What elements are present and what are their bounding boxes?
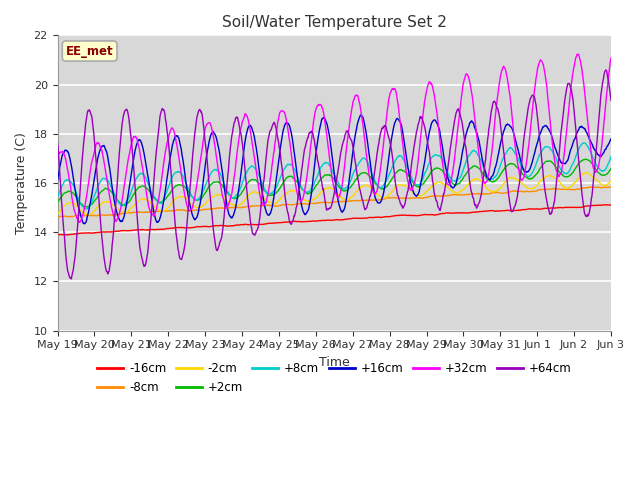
Text: EE_met: EE_met	[66, 45, 113, 58]
Legend: -16cm, -8cm, -2cm, +2cm, +8cm, +16cm, +32cm, +64cm: -16cm, -8cm, -2cm, +2cm, +8cm, +16cm, +3…	[92, 357, 576, 398]
X-axis label: Time: Time	[319, 356, 349, 369]
Title: Soil/Water Temperature Set 2: Soil/Water Temperature Set 2	[222, 15, 447, 30]
Y-axis label: Temperature (C): Temperature (C)	[15, 132, 28, 234]
